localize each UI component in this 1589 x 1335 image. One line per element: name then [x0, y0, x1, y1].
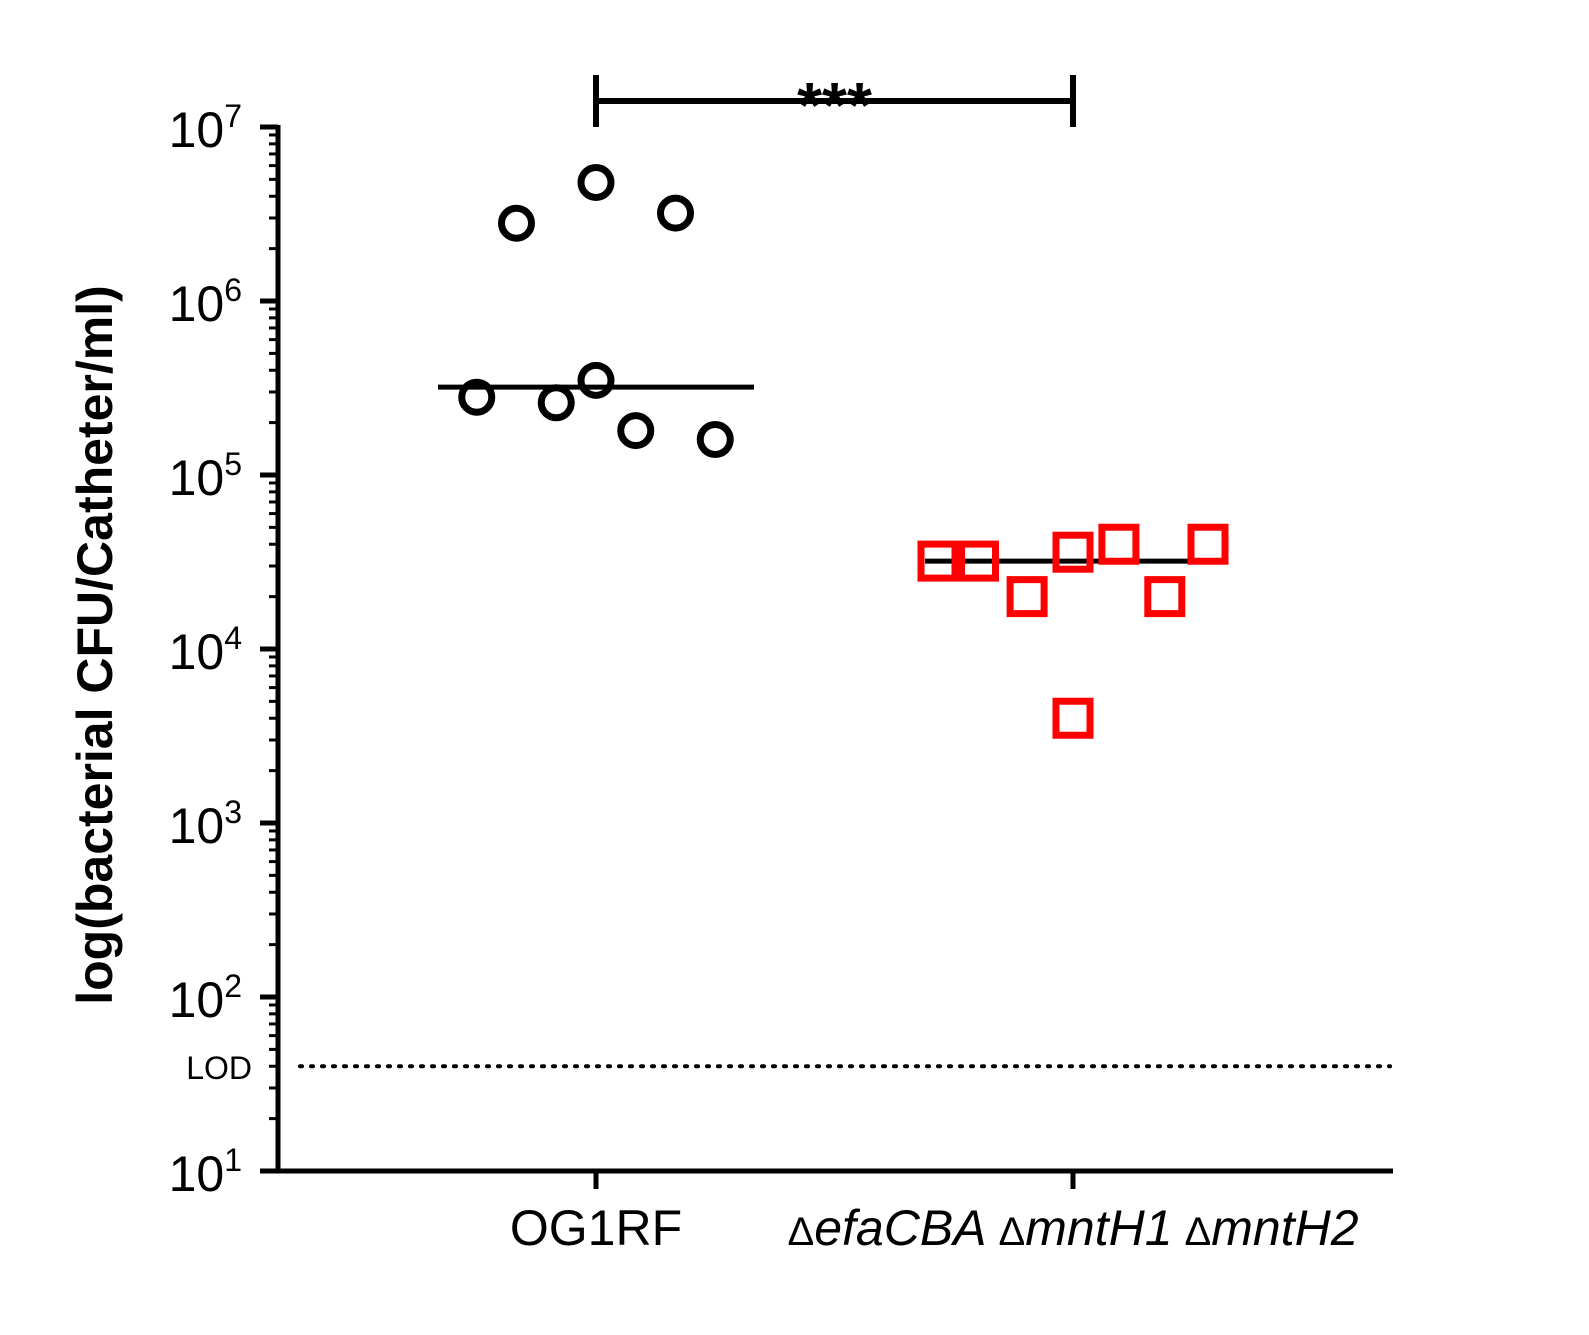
- y-axis: 101 102 103 104 105 106 107 log(bacterial CFU/…: [67, 98, 281, 1202]
- y-tick-label: 106: [169, 272, 242, 332]
- y-tick-labels: 101 102 103 104 105 106 107: [169, 98, 242, 1202]
- y-tick-label: 102: [169, 968, 242, 1028]
- data-point-circle: [537, 384, 575, 422]
- x-tick-label: ΔefaCBA ΔmntH1 ΔmntH2: [787, 1200, 1358, 1256]
- significance-bracket: ***: [593, 69, 1076, 141]
- x-tick-label: OG1RF: [510, 1200, 682, 1256]
- data-point-square: [1187, 523, 1229, 565]
- data-point-circle: [696, 420, 734, 458]
- data-point-circle: [577, 361, 615, 399]
- data-point-circle: [657, 194, 694, 232]
- lod-reference: LOD: [186, 1050, 1392, 1086]
- data-point-circle: [458, 378, 496, 416]
- y-tick-label: 103: [169, 794, 242, 854]
- y-tick-label: 107: [169, 98, 242, 158]
- data-point-circle: [498, 204, 535, 242]
- y-ticks: [260, 124, 278, 1174]
- data-point-square: [917, 540, 959, 582]
- y-tick-label: 105: [169, 446, 242, 506]
- data-point-circle: [617, 412, 655, 450]
- data-marks: [438, 163, 1229, 739]
- x-ticks: [593, 1171, 1076, 1189]
- x-axis: OG1RF ΔefaCBA ΔmntH1 ΔmntH2: [276, 1168, 1393, 1256]
- data-point-square: [958, 540, 999, 582]
- data-point-circle: [577, 163, 615, 201]
- data-point-square: [1006, 576, 1048, 618]
- significance-label: ***: [797, 69, 872, 141]
- data-point-square: [1052, 697, 1094, 739]
- lod-label: LOD: [186, 1050, 252, 1086]
- y-axis-label: log(bacterial CFU/Catheter/ml): [67, 285, 123, 1005]
- y-tick-label: 104: [169, 620, 242, 680]
- y-tick-label: 101: [169, 1142, 242, 1202]
- data-point-square: [1144, 576, 1186, 618]
- x-tick-labels: OG1RF ΔefaCBA ΔmntH1 ΔmntH2: [510, 1200, 1359, 1256]
- data-point-square: [1098, 523, 1140, 565]
- data-point-square: [1052, 531, 1094, 573]
